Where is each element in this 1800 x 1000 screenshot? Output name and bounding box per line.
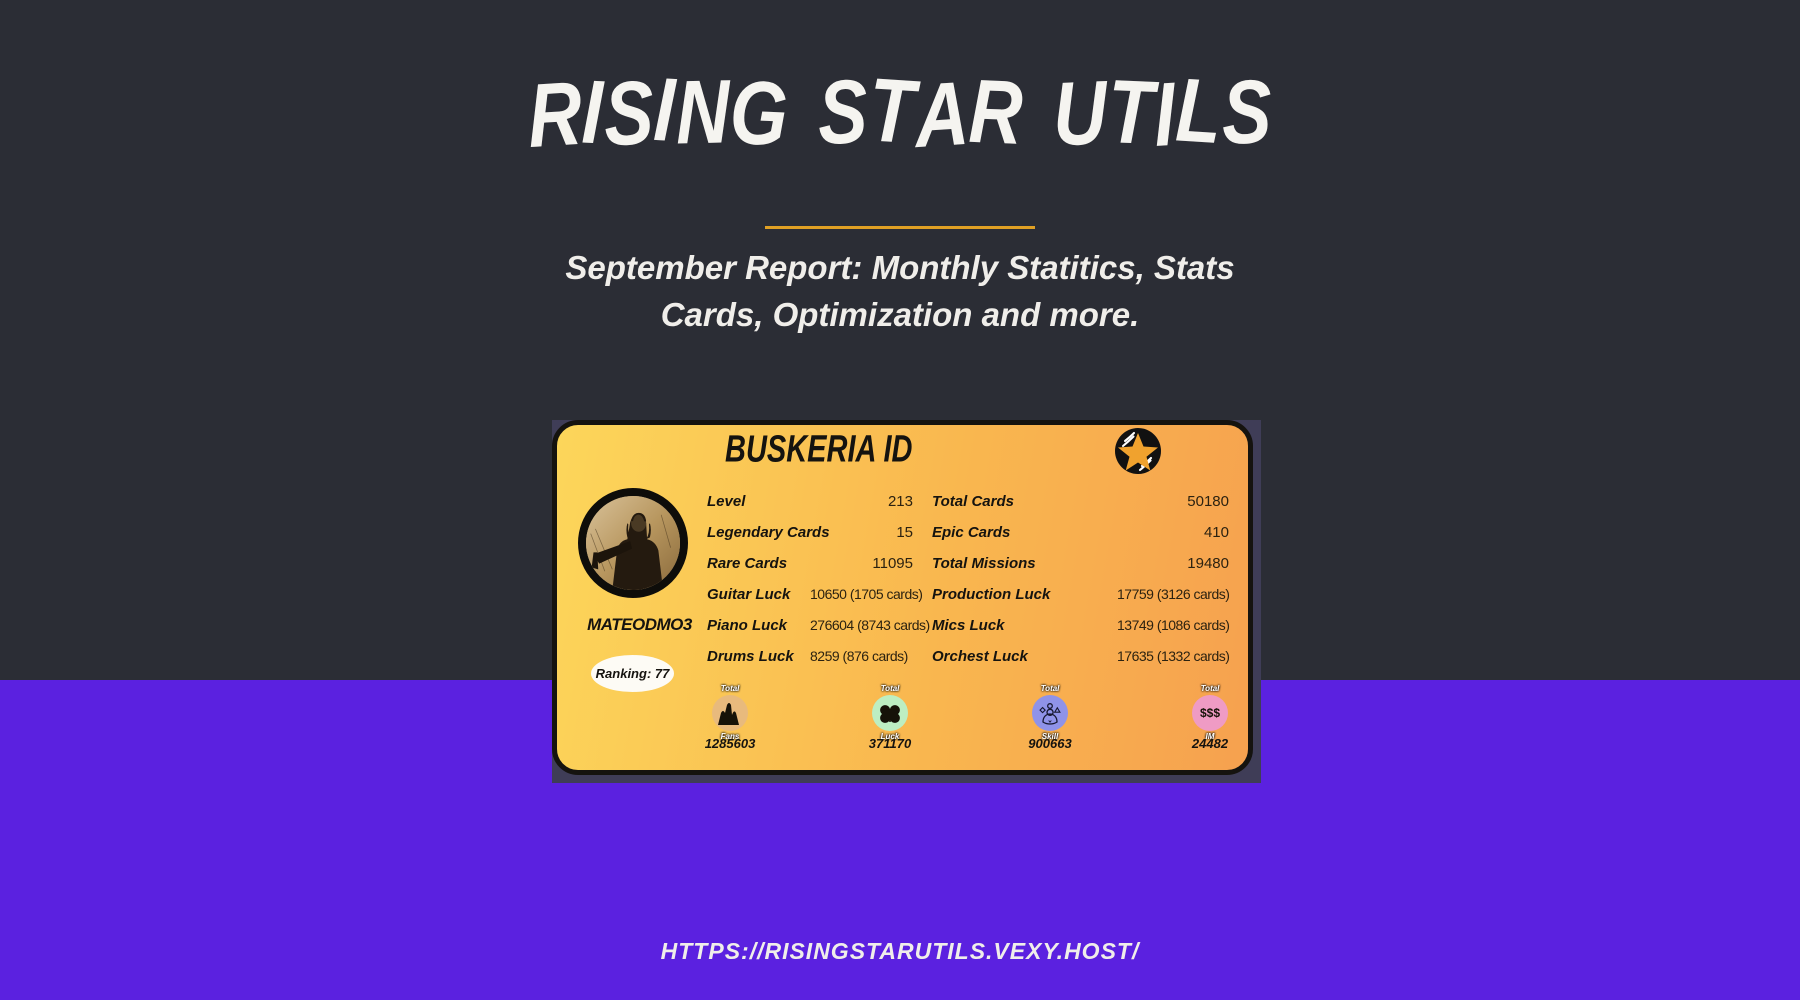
svg-text:$$$: $$$ — [1200, 706, 1220, 720]
